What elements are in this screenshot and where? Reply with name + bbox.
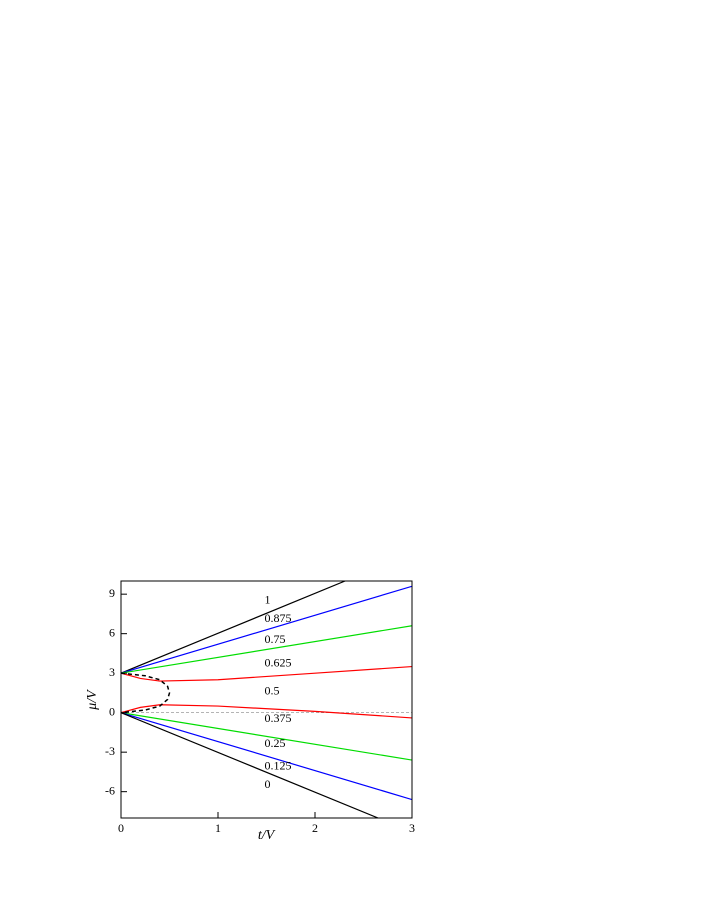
series-line (121, 672, 171, 714)
y-tick-label: -6 (105, 783, 115, 797)
region-label: 0.5 (265, 683, 280, 697)
plot-frame (120, 580, 413, 819)
x-tick-label: 0 (118, 821, 124, 835)
x-tick-label: 2 (312, 821, 318, 835)
region-label: 0.875 (265, 611, 292, 625)
x-axis-label: t/V (258, 828, 276, 843)
plot-area (121, 581, 412, 818)
y-tick-label: 6 (109, 625, 115, 639)
region-label: 0.625 (265, 656, 292, 670)
series-line (121, 712, 379, 818)
region-label: 0.25 (265, 736, 286, 750)
region-label: 0.375 (265, 711, 292, 725)
x-tick-label: 3 (409, 821, 415, 835)
y-tick-label: 0 (109, 704, 115, 718)
region-label: 0 (265, 777, 271, 791)
region-label: 1 (265, 593, 271, 607)
region-label: 0.75 (265, 632, 286, 646)
x-tick-label: 1 (215, 821, 221, 835)
y-tick-label: 9 (109, 586, 115, 600)
series-line (121, 585, 412, 674)
series-line (121, 581, 346, 674)
y-tick-label: 3 (109, 665, 115, 679)
series-line (121, 712, 412, 801)
series-line (121, 712, 412, 761)
region-label: 0.125 (265, 758, 292, 772)
y-axis-label: μ/V (85, 689, 100, 711)
series-line (121, 665, 412, 682)
series-line (121, 625, 412, 674)
series-line (121, 704, 412, 719)
y-tick-label: -3 (105, 744, 115, 758)
